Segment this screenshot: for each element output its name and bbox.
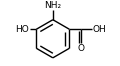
Text: NH₂: NH₂ (44, 1, 61, 10)
Text: O: O (77, 44, 84, 53)
Text: OH: OH (93, 25, 106, 34)
Text: HO: HO (15, 25, 29, 34)
